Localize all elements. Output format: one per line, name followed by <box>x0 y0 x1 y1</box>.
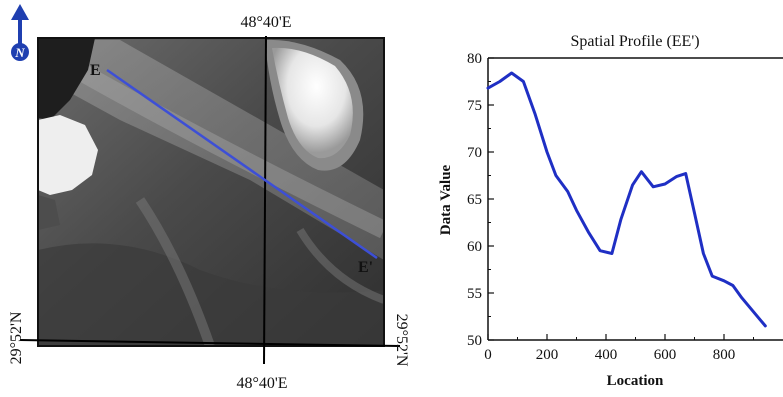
y-tick-label: 50 <box>467 333 482 349</box>
y-tick-label: 60 <box>467 239 482 255</box>
north-arrow-icon: N <box>11 4 29 61</box>
y-tick-label: 75 <box>467 98 482 114</box>
y-axis-label: Data Value <box>438 164 454 235</box>
satellite-image-svg: N 48°40'E 48°40'E 29°52'N 29°52'N E E' <box>8 4 410 392</box>
right-latitude-label: 29°52'N <box>393 314 410 367</box>
map-frame <box>37 37 385 347</box>
y-tick-label: 65 <box>467 192 482 208</box>
profile-end-label: E' <box>358 259 373 276</box>
y-tick-label: 70 <box>467 145 482 161</box>
profile-start-label: E <box>90 62 101 79</box>
x-tick-label: 800 <box>713 347 736 363</box>
x-tick-label: 400 <box>595 347 618 363</box>
longitude-line <box>263 35 267 365</box>
bottom-longitude-label: 48°40'E <box>236 375 287 392</box>
x-tick-label: 200 <box>536 347 559 363</box>
satellite-map-panel: N 48°40'E 48°40'E 29°52'N 29°52'N E E' <box>8 4 410 392</box>
y-tick-label: 55 <box>467 286 482 302</box>
chart-svg: Spatial Profile (EE') Location Data Valu… <box>438 33 783 389</box>
top-longitude-label: 48°40'E <box>240 14 291 31</box>
x-tick-label: 600 <box>654 347 677 363</box>
profile-line-ee <box>106 68 378 260</box>
satellite-image <box>38 38 384 346</box>
x-axis-label: Location <box>607 373 664 389</box>
x-tick-label: 0 <box>484 347 492 363</box>
profile-series-line <box>486 71 767 328</box>
north-letter: N <box>14 45 25 60</box>
y-tick-label: 80 <box>467 51 482 67</box>
spatial-profile-chart: Spatial Profile (EE') Location Data Valu… <box>430 0 783 392</box>
latitude-line <box>19 339 401 347</box>
chart-title: Spatial Profile (EE') <box>570 33 699 50</box>
left-latitude-label: 29°52'N <box>8 311 25 364</box>
